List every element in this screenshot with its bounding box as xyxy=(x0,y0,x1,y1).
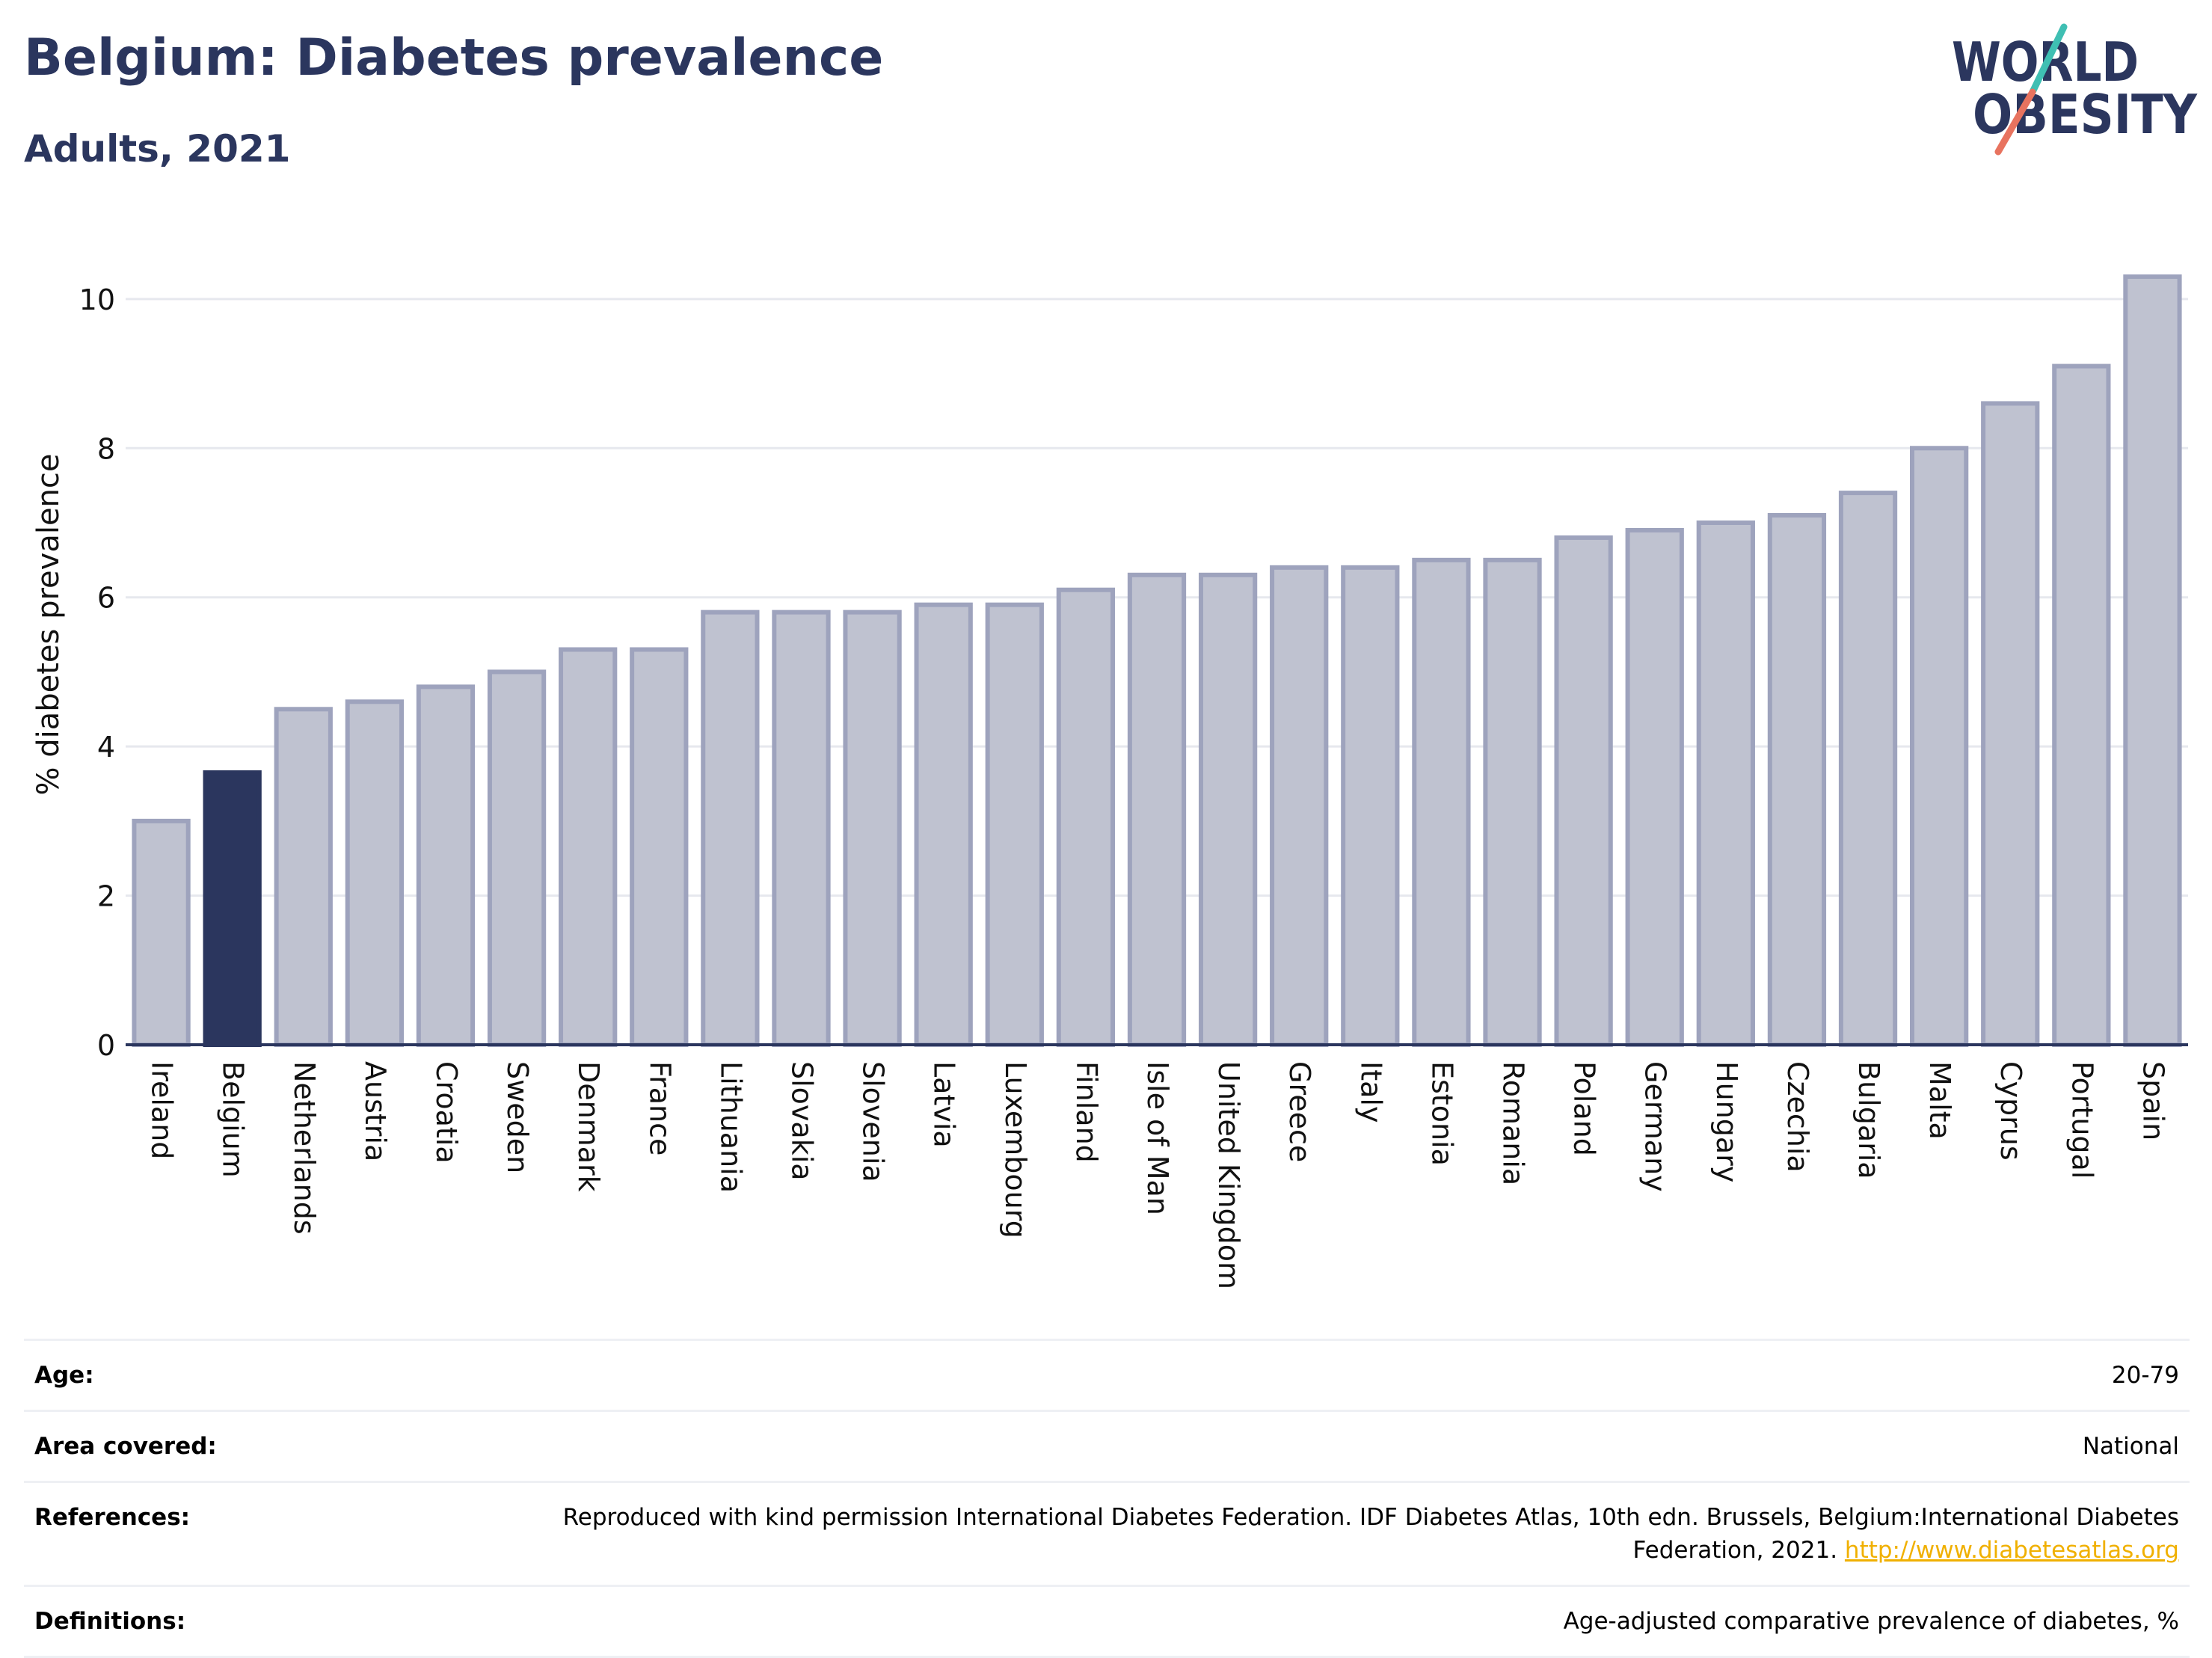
world-obesity-logo: WORLD OBESITY xyxy=(1952,23,2198,156)
bar-poland xyxy=(1554,535,1613,1047)
meta-definitions-value: Age-adjusted comparative prevalence of d… xyxy=(1563,1608,2179,1635)
bar-sweden xyxy=(487,669,547,1047)
x-tick-label: Cyprus xyxy=(1994,1061,2027,1161)
bar-estonia xyxy=(1412,557,1471,1047)
bar-romania xyxy=(1483,557,1542,1047)
meta-references-label: References: xyxy=(34,1504,191,1531)
bar-isle-of-man xyxy=(1127,572,1187,1047)
bar-france xyxy=(630,647,689,1047)
y-tick-label: 6 xyxy=(97,582,115,615)
metadata-table: Age: 20-79 Area covered: National Refere… xyxy=(24,1339,2190,1658)
bar-latvia xyxy=(914,602,973,1047)
references-link[interactable]: http://www.diabetesatlas.org xyxy=(1844,1537,2179,1564)
x-tick-label: Czechia xyxy=(1781,1061,1814,1173)
bar-portugal xyxy=(2052,363,2111,1047)
bar-slovenia xyxy=(843,610,902,1047)
bar-croatia xyxy=(416,684,476,1048)
x-tick-label: Denmark xyxy=(572,1061,605,1192)
x-tick-label: Belgium xyxy=(217,1061,250,1178)
page-title: Belgium: Diabetes prevalence xyxy=(24,28,884,87)
bar-united-kingdom xyxy=(1198,572,1258,1047)
x-tick-label: Lithuania xyxy=(714,1061,747,1193)
meta-age-value: 20-79 xyxy=(2111,1362,2179,1389)
x-tick-label: Slovakia xyxy=(785,1061,818,1181)
bar-denmark xyxy=(559,647,618,1047)
y-tick-label: 10 xyxy=(79,283,115,316)
x-tick-label: Greece xyxy=(1283,1061,1316,1162)
page-subtitle: Adults, 2021 xyxy=(24,127,291,171)
x-tick-label: Germany xyxy=(1639,1061,1672,1192)
bar-lithuania xyxy=(701,610,760,1047)
x-tick-label: Croatia xyxy=(430,1061,463,1164)
bar-luxembourg xyxy=(985,602,1044,1047)
meta-references-value: Reproduced with kind permission Internat… xyxy=(534,1501,2190,1567)
meta-row-age: Age: 20-79 xyxy=(24,1339,2190,1410)
meta-area-value: National xyxy=(2082,1433,2179,1460)
x-tick-label: Isle of Man xyxy=(1141,1061,1174,1215)
bar-austria xyxy=(345,699,405,1047)
meta-row-definitions: Definitions: Age-adjusted comparative pr… xyxy=(24,1585,2190,1658)
x-tick-label: Portugal xyxy=(2065,1061,2098,1179)
y-tick-label: 0 xyxy=(97,1029,115,1062)
x-tick-label: Latvia xyxy=(928,1061,961,1148)
x-tick-label: Spain xyxy=(2136,1061,2169,1140)
bar-germany xyxy=(1625,527,1684,1047)
bar-italy xyxy=(1341,565,1400,1047)
logo-slash-teal xyxy=(2029,23,2068,96)
bar-slovakia xyxy=(772,610,831,1047)
meta-definitions-label: Definitions: xyxy=(34,1608,186,1635)
y-tick-label: 4 xyxy=(97,731,115,764)
y-axis-label: % diabetes prevalence xyxy=(31,453,66,795)
x-tick-label: France xyxy=(643,1061,676,1155)
bar-spain xyxy=(2123,274,2182,1048)
bar-bulgaria xyxy=(1838,491,1898,1047)
logo-slash-coral xyxy=(1994,88,2036,156)
x-tick-label: Austria xyxy=(359,1061,392,1161)
axis-layer: 0 2 4 6 8 10 Ireland Belgium Netherlands Austria C… xyxy=(79,283,2188,1289)
bar-belgium xyxy=(203,770,262,1047)
bar-malta xyxy=(1909,446,1969,1047)
x-tick-label: Finland xyxy=(1070,1061,1103,1163)
bar-hungary xyxy=(1696,520,1755,1047)
x-tick-label: Sweden xyxy=(501,1061,534,1173)
x-tick-label: Romania xyxy=(1497,1061,1530,1185)
y-tick-label: 8 xyxy=(97,432,115,465)
bar-cyprus xyxy=(1981,401,2040,1047)
bar-netherlands xyxy=(274,707,333,1047)
meta-row-references: References: Reproduced with kind permiss… xyxy=(24,1481,2190,1585)
x-tick-label: United Kingdom xyxy=(1212,1061,1245,1289)
x-tick-label: Slovenia xyxy=(857,1061,890,1182)
meta-row-area: Area covered: National xyxy=(24,1410,2190,1481)
x-tick-label: Malta xyxy=(1923,1061,1956,1140)
bar-czechia xyxy=(1767,513,1827,1047)
meta-area-label: Area covered: xyxy=(34,1433,217,1460)
x-tick-label: Italy xyxy=(1354,1061,1387,1123)
x-tick-label: Luxembourg xyxy=(999,1061,1032,1238)
references-text: Reproduced with kind permission Internat… xyxy=(562,1504,2179,1564)
bar-chart: 0 2 4 6 8 10 Ireland Belgium Netherlands Austria C… xyxy=(31,274,2188,1289)
x-tick-label: Ireland xyxy=(146,1061,179,1159)
bar-greece xyxy=(1270,565,1329,1047)
bars-layer xyxy=(132,274,2182,1048)
bar-finland xyxy=(1056,587,1116,1047)
x-tick-label: Hungary xyxy=(1710,1061,1743,1182)
x-tick-label: Bulgaria xyxy=(1852,1061,1885,1179)
bar-ireland xyxy=(132,818,191,1047)
y-tick-label: 2 xyxy=(97,880,115,913)
meta-age-label: Age: xyxy=(34,1362,94,1389)
x-tick-label: Estonia xyxy=(1425,1061,1458,1166)
x-tick-label: Poland xyxy=(1568,1061,1601,1156)
x-tick-label: Netherlands xyxy=(288,1061,321,1235)
